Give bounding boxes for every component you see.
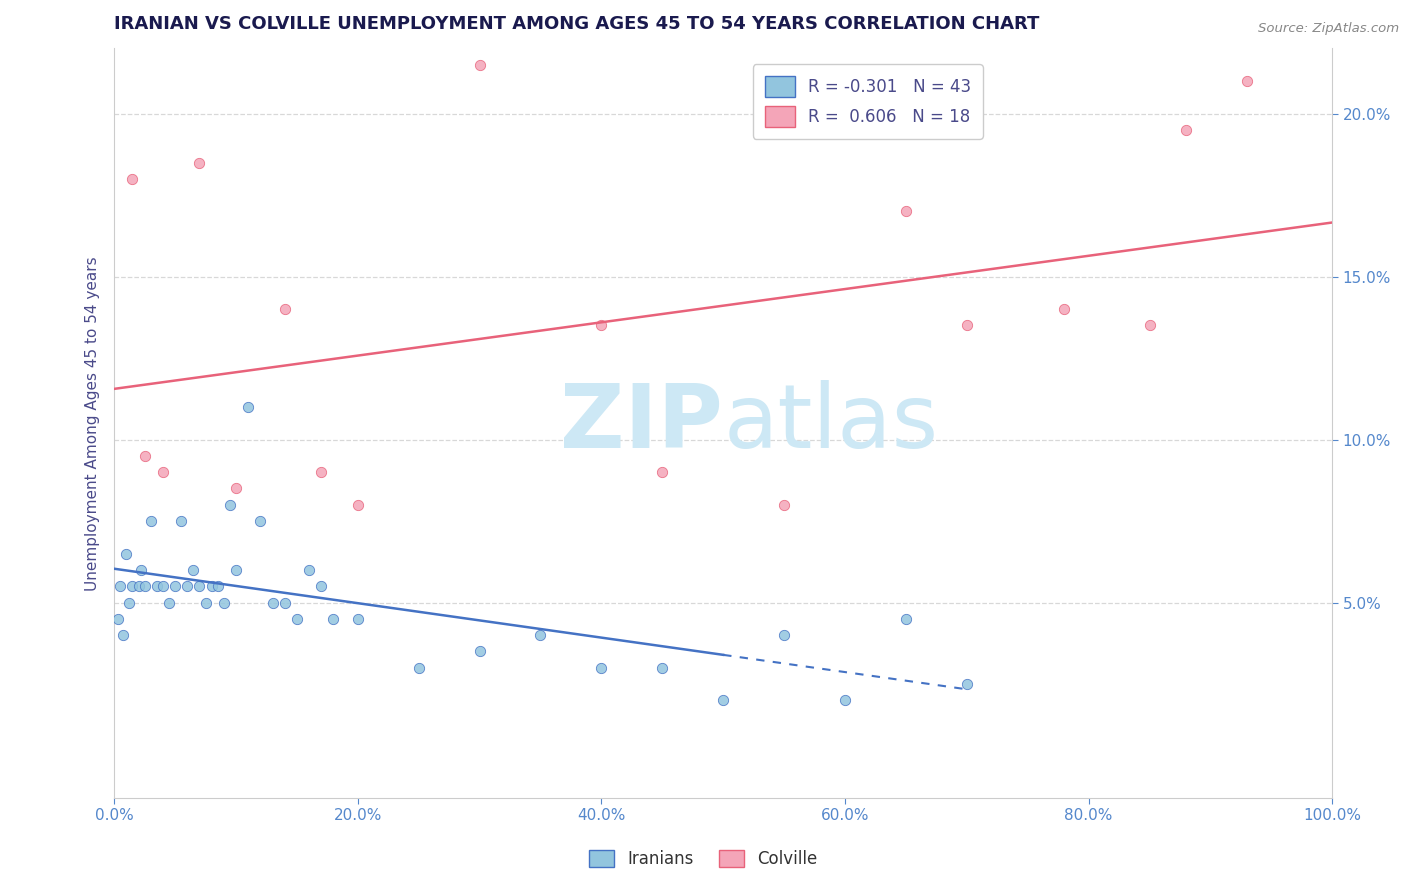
Point [110, 579, 132, 593]
Point [207, 579, 229, 593]
Point [170, 514, 193, 528]
Point [219, 498, 242, 512]
Point [225, 482, 247, 496]
Point [894, 204, 917, 219]
Point [212, 595, 235, 609]
Point [468, 644, 491, 658]
Text: atlas: atlas [723, 380, 938, 467]
Point [157, 595, 180, 609]
Point [165, 579, 187, 593]
Point [262, 595, 284, 609]
Point [107, 612, 129, 626]
Point [591, 661, 613, 675]
Point [651, 661, 673, 675]
Point [273, 302, 295, 317]
Point [188, 155, 211, 169]
Point [134, 579, 156, 593]
Point [121, 171, 143, 186]
Point [894, 612, 917, 626]
Point [834, 693, 856, 707]
Text: Source: ZipAtlas.com: Source: ZipAtlas.com [1258, 22, 1399, 36]
Point [408, 661, 430, 675]
Point [121, 579, 143, 593]
Point [1236, 74, 1258, 88]
Point [322, 612, 344, 626]
Point [129, 563, 152, 577]
Point [188, 579, 211, 593]
Legend: R = -0.301   N = 43, R =  0.606   N = 18: R = -0.301 N = 43, R = 0.606 N = 18 [754, 64, 983, 139]
Point [346, 498, 368, 512]
Point [956, 677, 979, 691]
Point [956, 318, 979, 333]
Point [225, 563, 247, 577]
Point [1053, 302, 1076, 317]
Point [152, 579, 174, 593]
Point [111, 628, 134, 642]
Point [711, 693, 734, 707]
Point [285, 612, 308, 626]
Point [249, 514, 271, 528]
Point [194, 595, 217, 609]
Point [1139, 318, 1161, 333]
Point [238, 400, 260, 414]
Point [346, 612, 368, 626]
Point [183, 563, 205, 577]
Legend: Iranians, Colville: Iranians, Colville [582, 843, 824, 875]
Point [273, 595, 295, 609]
Point [115, 547, 138, 561]
Point [298, 563, 321, 577]
Point [651, 465, 673, 479]
Point [176, 579, 198, 593]
Y-axis label: Unemployment Among Ages 45 to 54 years: Unemployment Among Ages 45 to 54 years [86, 256, 100, 591]
Point [529, 628, 551, 642]
Point [309, 465, 332, 479]
Point [591, 318, 613, 333]
Text: IRANIAN VS COLVILLE UNEMPLOYMENT AMONG AGES 45 TO 54 YEARS CORRELATION CHART: IRANIAN VS COLVILLE UNEMPLOYMENT AMONG A… [114, 15, 1039, 33]
Point [773, 498, 796, 512]
Point [134, 449, 156, 463]
Point [201, 579, 224, 593]
Point [1175, 123, 1198, 137]
Point [146, 579, 169, 593]
Point [118, 595, 141, 609]
Point [309, 579, 332, 593]
Text: ZIP: ZIP [561, 380, 723, 467]
Point [128, 579, 150, 593]
Point [773, 628, 796, 642]
Point [468, 58, 491, 72]
Point [139, 514, 162, 528]
Point [152, 465, 174, 479]
